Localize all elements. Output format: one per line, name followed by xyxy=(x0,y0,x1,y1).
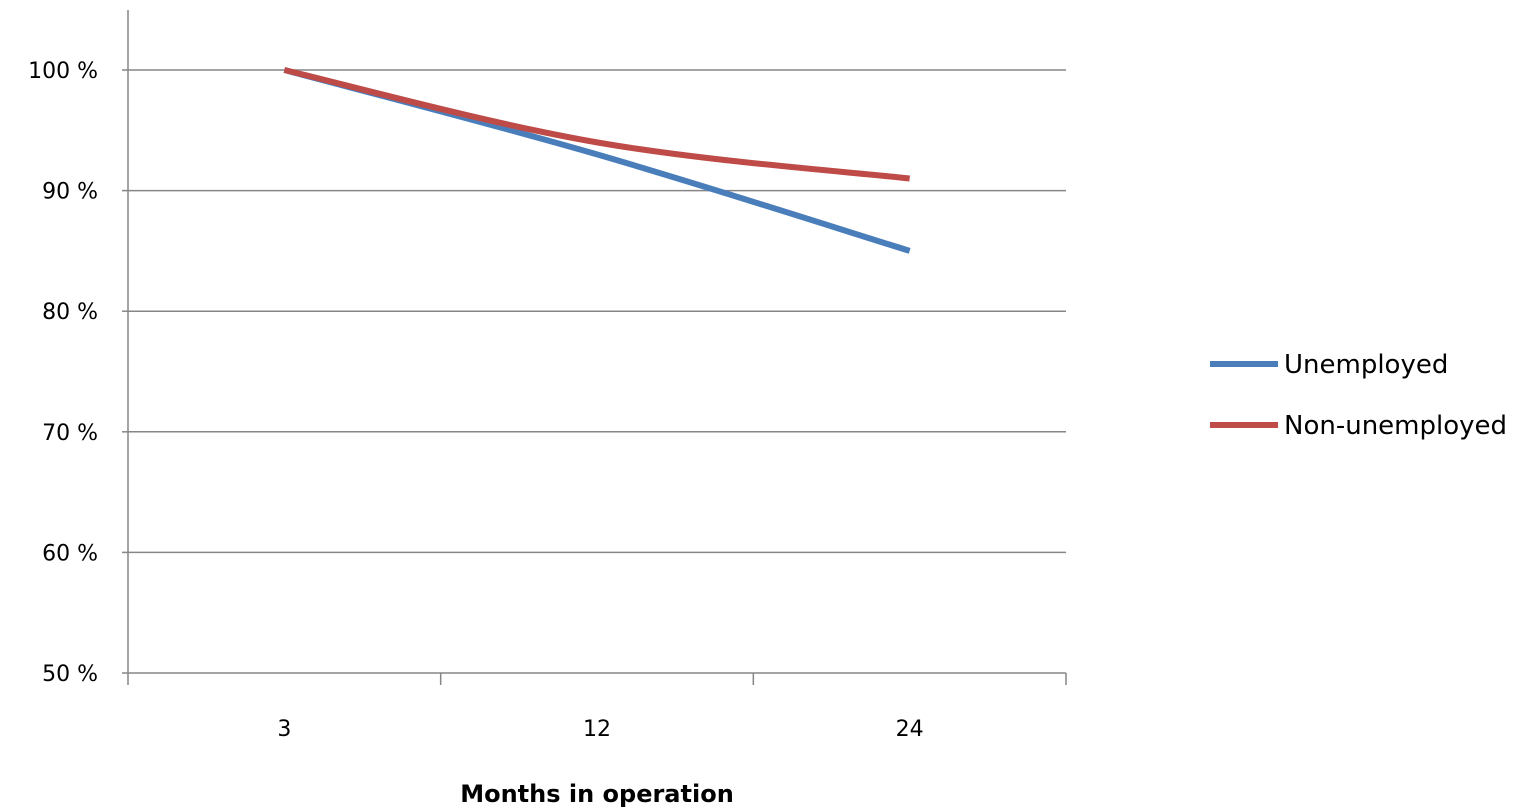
axes xyxy=(122,10,1067,685)
y-tick-label: 80 % xyxy=(42,300,98,325)
x-tick-label: 12 xyxy=(583,717,611,742)
legend-item: Unemployed xyxy=(1210,350,1448,380)
y-tick-labels: 50 % 60 % 70 % 80 % 90 % 100 % xyxy=(28,59,98,687)
x-tick-labels: 3 12 24 xyxy=(277,717,923,742)
y-tick-label: 50 % xyxy=(42,662,98,687)
series-line-non-unemployed xyxy=(283,67,911,182)
series-line-unemployed xyxy=(283,67,911,254)
x-tick-label: 3 xyxy=(277,717,291,742)
legend-label: Unemployed xyxy=(1284,350,1448,380)
x-tick-label: 24 xyxy=(896,717,924,742)
series-lines xyxy=(283,67,911,254)
legend: Unemployed Non-unemployed xyxy=(1210,350,1507,441)
legend-item: Non-unemployed xyxy=(1210,411,1507,441)
y-tick-label: 100 % xyxy=(28,59,98,84)
y-tick-label: 90 % xyxy=(42,180,98,205)
x-axis-title: Months in operation xyxy=(460,780,734,808)
y-tick-label: 60 % xyxy=(42,541,98,566)
legend-label: Non-unemployed xyxy=(1284,411,1507,441)
y-tick-label: 70 % xyxy=(42,421,98,446)
